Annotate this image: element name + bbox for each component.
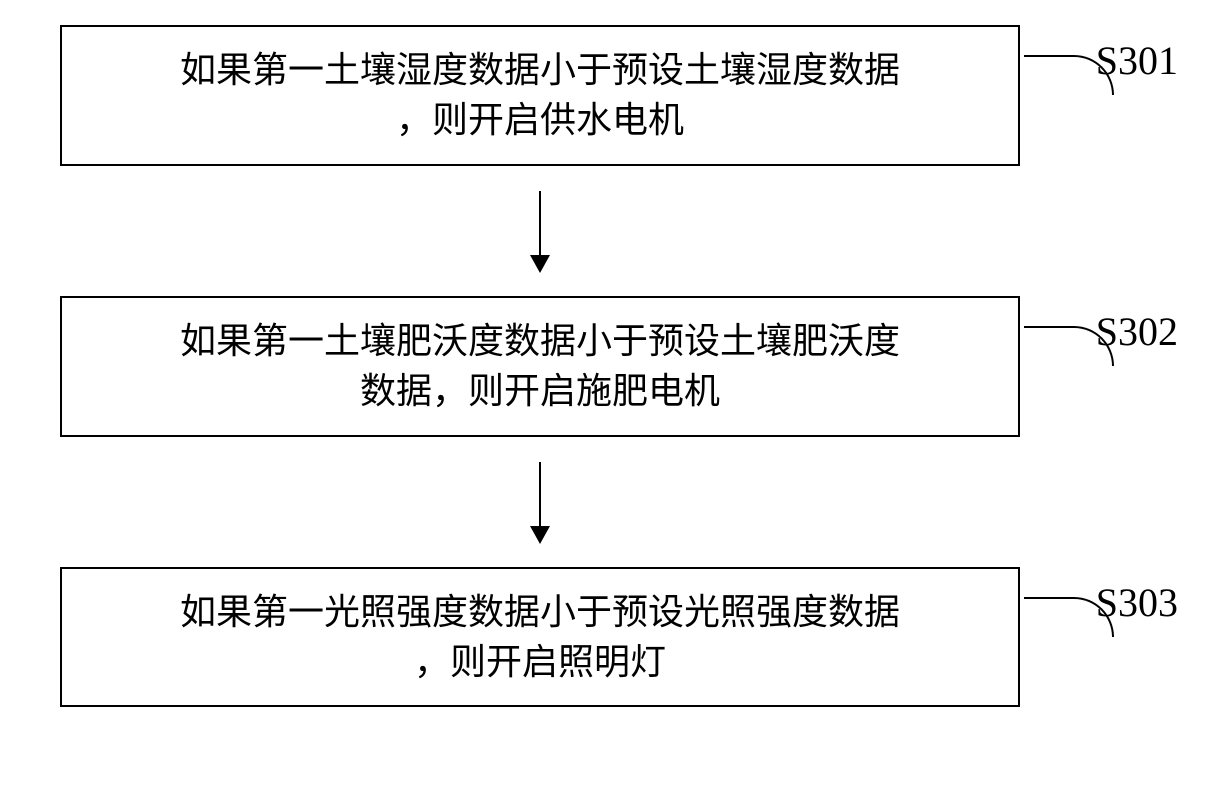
arrow-down-icon bbox=[539, 462, 541, 542]
step-text: 如果第一光照强度数据小于预设光照强度数据 ，则开启照明灯 bbox=[92, 587, 988, 688]
flowchart-step: S302 如果第一土壤肥沃度数据小于预设土壤肥沃度 数据，则开启施肥电机 bbox=[60, 296, 1020, 437]
flowchart-step: S303 如果第一光照强度数据小于预设光照强度数据 ，则开启照明灯 bbox=[60, 567, 1020, 708]
arrow-container bbox=[60, 166, 1020, 296]
arrow-container bbox=[60, 437, 1020, 567]
flowchart-container: S301 如果第一土壤湿度数据小于预设土壤湿度数据 ，则开启供水电机 S302 … bbox=[60, 25, 1160, 707]
flowchart-step: S301 如果第一土壤湿度数据小于预设土壤湿度数据 ，则开启供水电机 bbox=[60, 25, 1020, 166]
step-label: S301 bbox=[1096, 37, 1178, 84]
step-label: S303 bbox=[1096, 579, 1178, 626]
step-text: 如果第一土壤肥沃度数据小于预设土壤肥沃度 数据，则开启施肥电机 bbox=[92, 316, 988, 417]
arrow-down-icon bbox=[539, 191, 541, 271]
step-text: 如果第一土壤湿度数据小于预设土壤湿度数据 ，则开启供水电机 bbox=[92, 45, 988, 146]
step-label: S302 bbox=[1096, 308, 1178, 355]
